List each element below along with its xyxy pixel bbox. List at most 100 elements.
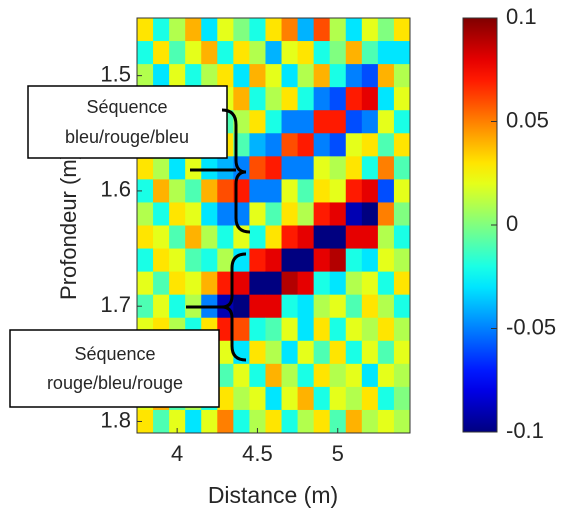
heatmap-cell <box>217 363 234 388</box>
heatmap-cell <box>153 64 170 88</box>
heatmap-cell <box>393 156 410 180</box>
heatmap-cell <box>345 110 363 134</box>
heatmap-cell <box>281 363 299 388</box>
heatmap-cell <box>377 87 395 111</box>
heatmap-cell <box>393 225 410 250</box>
heatmap-cell <box>329 271 347 296</box>
heatmap-cell <box>153 248 170 273</box>
heatmap-cell <box>281 317 299 342</box>
heatmap-cell <box>185 225 202 250</box>
heatmap-cell <box>265 271 283 296</box>
heatmap-cell <box>329 18 347 42</box>
heatmap-cell <box>169 248 186 273</box>
colorbar-tick-label: 0.05 <box>506 107 549 132</box>
y-tick-label: 1.8 <box>100 407 131 432</box>
annotation-box <box>9 329 220 408</box>
heatmap-cell <box>297 225 315 250</box>
heatmap-cell <box>393 271 410 296</box>
heatmap-cell <box>217 18 234 42</box>
heatmap-cell <box>361 294 379 319</box>
heatmap-cell <box>153 409 170 433</box>
heatmap-cell <box>393 133 410 157</box>
heatmap-cell <box>297 386 315 411</box>
heatmap-cell <box>233 317 250 342</box>
heatmap-cell <box>313 225 331 250</box>
heatmap-cell <box>361 41 379 65</box>
heatmap-cell <box>393 41 410 65</box>
heatmap-cell <box>217 340 234 365</box>
annotation-text: rouge/bleu/rouge <box>47 373 183 393</box>
heatmap-cell <box>233 64 250 88</box>
heatmap-cell <box>297 18 315 42</box>
colorbar-tick-label: 0 <box>506 211 518 236</box>
heatmap-cell <box>169 225 186 250</box>
heatmap-cell <box>249 294 266 319</box>
heatmap-cell <box>361 409 379 433</box>
heatmap-cell <box>265 179 283 203</box>
heatmap-cell <box>361 179 379 203</box>
heatmap-cell <box>393 386 410 411</box>
heatmap-cell <box>281 409 299 433</box>
heatmap-cell <box>297 409 315 433</box>
heatmap-cell <box>393 340 410 365</box>
heatmap-cell <box>281 156 299 180</box>
heatmap-cell <box>265 202 283 226</box>
heatmap-cell <box>393 294 410 319</box>
heatmap-cell <box>217 41 234 65</box>
heatmap-cell <box>281 386 299 411</box>
heatmap-cell <box>345 271 363 296</box>
heatmap-cell <box>169 156 186 180</box>
heatmap-cell <box>137 156 154 180</box>
heatmap-cell <box>201 225 218 250</box>
heatmap-cell <box>313 271 331 296</box>
heatmap-cell <box>345 41 363 65</box>
heatmap-cell <box>265 363 283 388</box>
heatmap-cell <box>329 386 347 411</box>
heatmap-cell <box>153 225 170 250</box>
heatmap-cell <box>249 41 266 65</box>
heatmap-cell <box>185 156 202 180</box>
heatmap-cell <box>329 202 347 226</box>
heatmap-cell <box>265 156 283 180</box>
heatmap-cell <box>137 225 154 250</box>
heatmap-cell <box>361 87 379 111</box>
heatmap-cell <box>377 64 395 88</box>
heatmap-cell <box>361 133 379 157</box>
heatmap-cell <box>281 340 299 365</box>
heatmap-cell <box>185 248 202 273</box>
heatmap-cell <box>185 64 202 88</box>
heatmap-cell <box>201 18 218 42</box>
heatmap-cell <box>153 294 170 319</box>
heatmap-cell <box>249 271 266 296</box>
heatmap-cell <box>329 87 347 111</box>
heatmap-cell <box>313 294 331 319</box>
heatmap-cell <box>281 271 299 296</box>
y-tick-label: 1.6 <box>100 177 131 202</box>
heatmap-cell <box>329 363 347 388</box>
x-tick-label: 4 <box>171 441 183 466</box>
heatmap-cell <box>329 64 347 88</box>
heatmap-cell <box>377 156 395 180</box>
heatmap-cell <box>281 110 299 134</box>
heatmap-cell <box>233 386 250 411</box>
annotation-box <box>27 85 228 159</box>
heatmap-cell <box>201 41 218 65</box>
heatmap-cell <box>201 248 218 273</box>
heatmap-cell <box>345 225 363 250</box>
heatmap-cell <box>249 156 266 180</box>
heatmap-cell <box>345 363 363 388</box>
heatmap-cell <box>233 409 250 433</box>
heatmap-cell <box>345 202 363 226</box>
heatmap-cell <box>233 294 250 319</box>
x-tick-label: 4.5 <box>242 441 273 466</box>
heatmap-cell <box>297 363 315 388</box>
heatmap-cell <box>185 271 202 296</box>
heatmap-cell <box>361 156 379 180</box>
heatmap-cell <box>185 179 202 203</box>
heatmap-cell <box>313 363 331 388</box>
heatmap-cell <box>377 271 395 296</box>
heatmap-cell <box>185 41 202 65</box>
heatmap-cell <box>281 202 299 226</box>
heatmap-cell <box>377 110 395 134</box>
heatmap-cell <box>233 363 250 388</box>
